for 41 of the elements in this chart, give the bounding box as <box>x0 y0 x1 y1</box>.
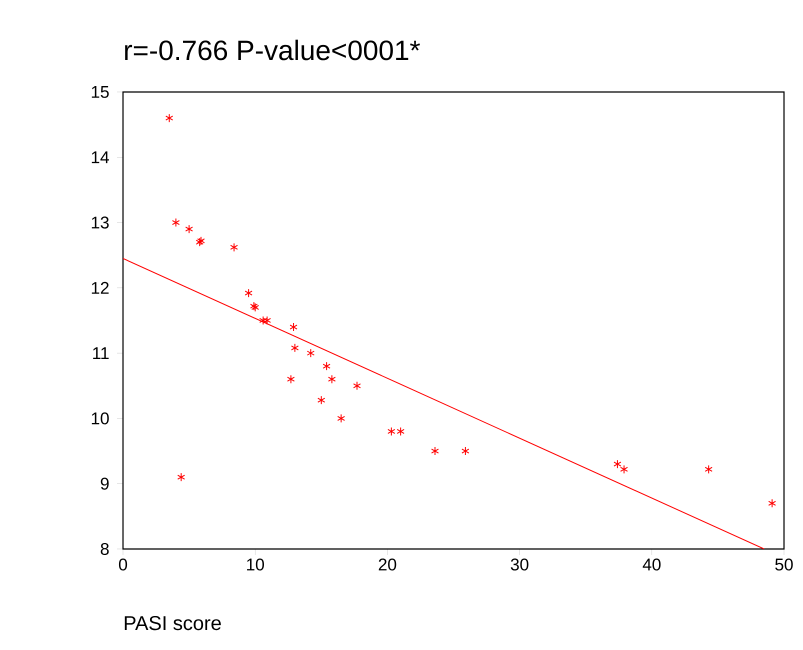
point <box>353 381 361 390</box>
point <box>322 362 331 371</box>
x-tick-label: 10 <box>247 558 264 571</box>
y-tick-label: 8 <box>100 542 109 556</box>
point <box>461 446 470 456</box>
x-axis-title: PASI score <box>124 616 221 630</box>
point <box>317 396 326 405</box>
point <box>165 114 174 123</box>
point <box>306 348 315 358</box>
x-tick-label: 0 <box>118 558 128 571</box>
y-tick-label: 10 <box>92 412 109 424</box>
point <box>337 414 346 423</box>
x-tick-label: 30 <box>510 558 528 571</box>
chart-title: r=-0.766 P-value<0001* <box>125 40 420 60</box>
point <box>263 316 272 325</box>
y-tick-label: 9 <box>100 478 109 490</box>
y-tick-label: 13 <box>92 216 109 229</box>
x-tick-label: 20 <box>378 558 396 571</box>
point <box>396 426 405 436</box>
y-tick-label: 11 <box>93 347 109 359</box>
x-tick-label: 50 <box>775 558 793 571</box>
point <box>230 242 238 252</box>
y-tick-label: 14 <box>92 151 109 164</box>
point <box>328 374 336 384</box>
point <box>244 288 253 298</box>
point <box>286 374 295 384</box>
point <box>290 322 298 332</box>
point <box>704 464 713 474</box>
y-tick-label: 12 <box>92 282 109 294</box>
point <box>620 464 628 474</box>
point <box>613 460 622 469</box>
point <box>431 446 439 456</box>
point <box>387 426 396 436</box>
point <box>172 218 180 228</box>
point <box>259 316 268 325</box>
point <box>290 343 299 352</box>
point <box>185 224 194 234</box>
point <box>768 498 776 508</box>
x-tick-label: 40 <box>642 558 661 571</box>
point <box>177 472 186 482</box>
y-tick-label: 15 <box>92 86 109 98</box>
